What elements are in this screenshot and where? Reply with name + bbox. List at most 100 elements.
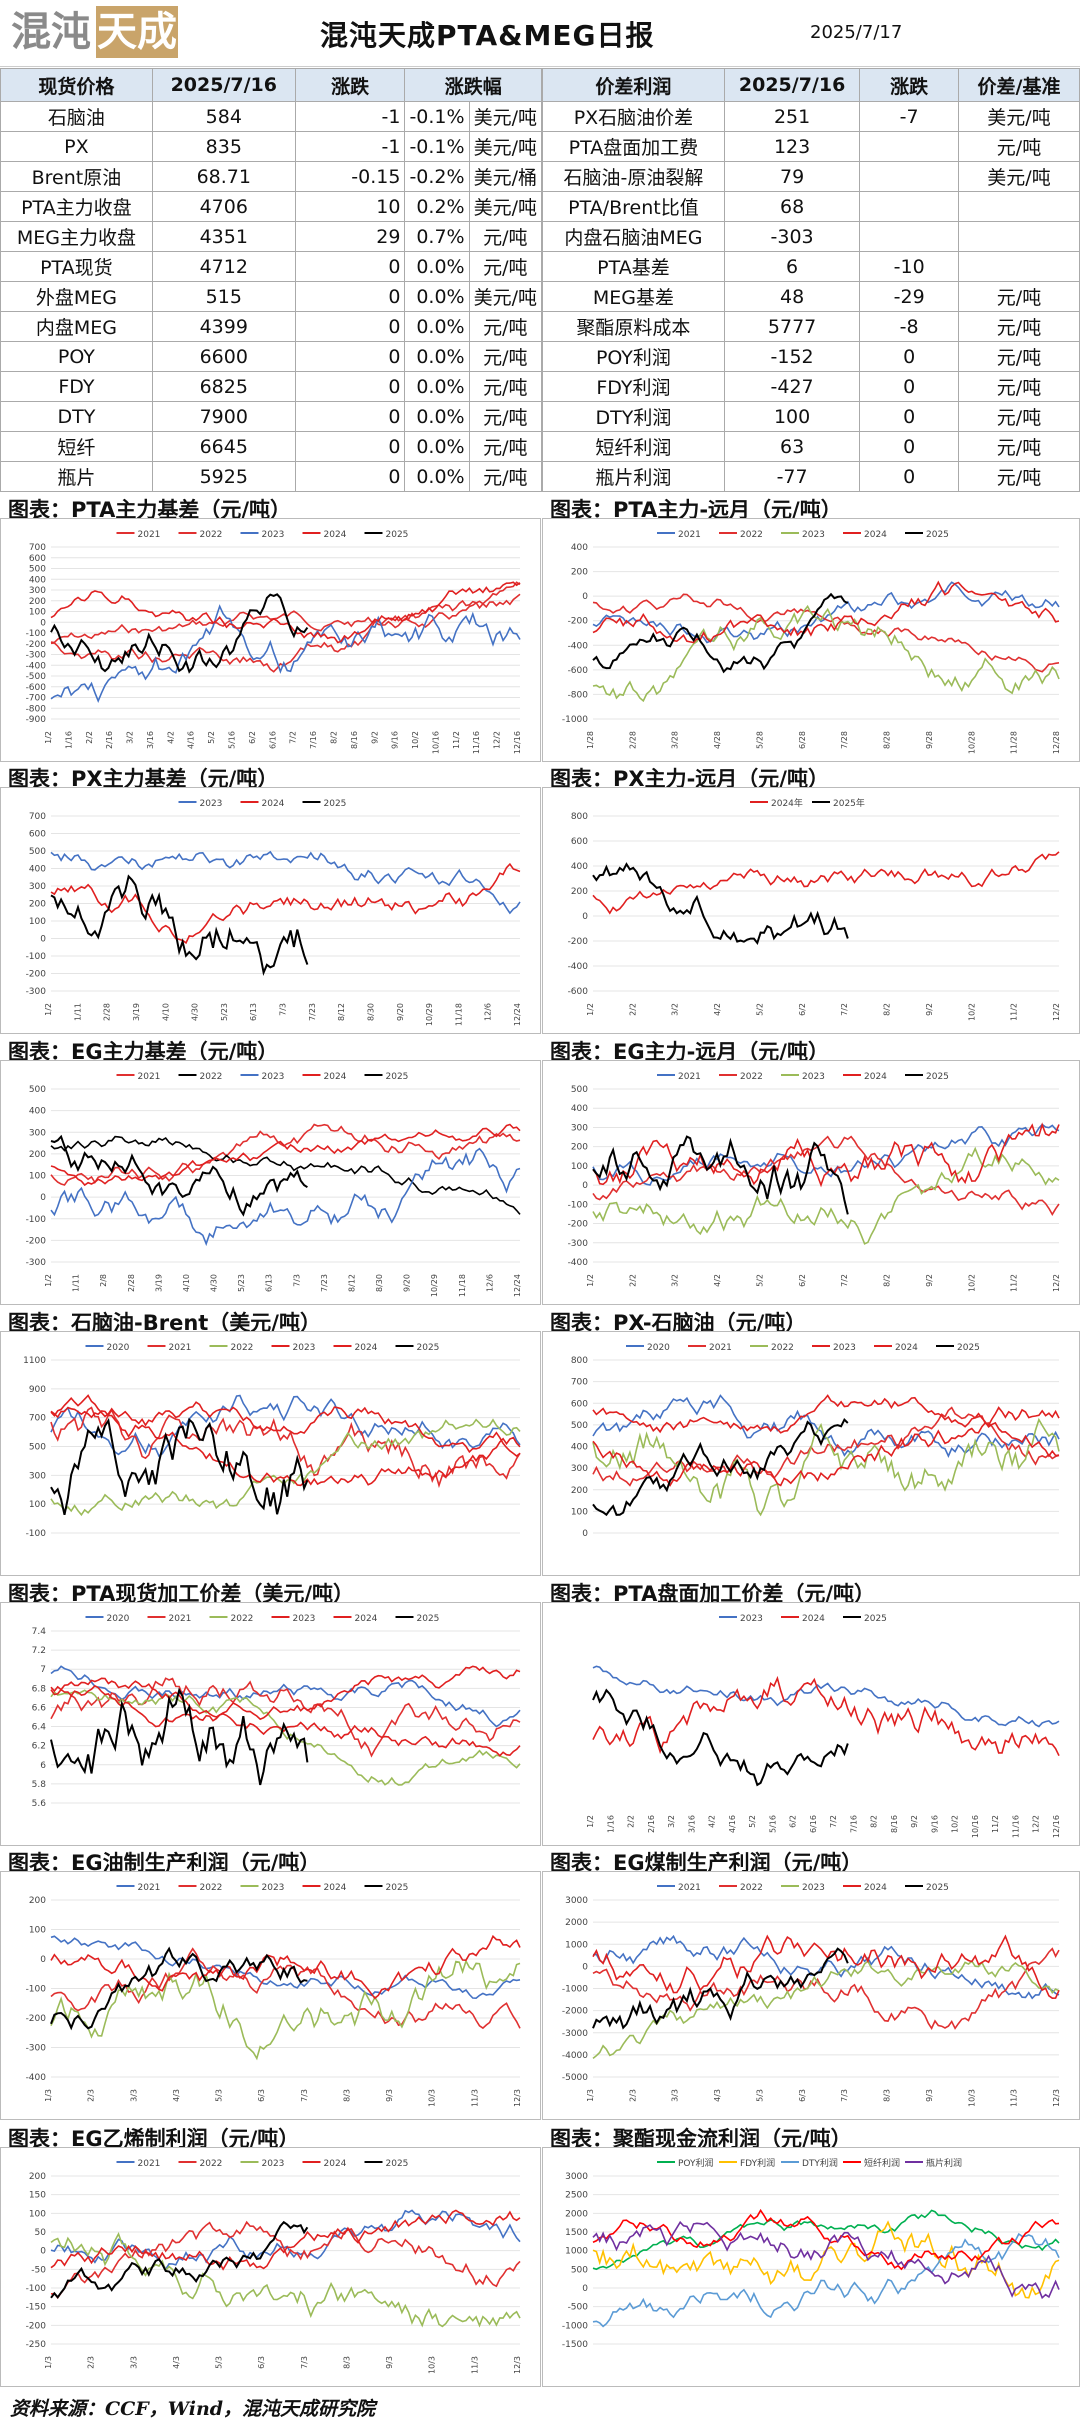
x-tick-label: 6/3 — [257, 2356, 266, 2369]
series-line — [592, 1934, 1060, 2000]
y-tick-label: 7.2 — [32, 1646, 46, 1656]
legend-label: 2022 — [740, 1883, 763, 1893]
x-tick-label: 5/23 — [220, 1003, 229, 1021]
y-tick-label: 300 — [29, 882, 46, 892]
legend-label: 2023 — [802, 1072, 825, 1082]
x-tick-label: 7/3 — [292, 1274, 301, 1287]
x-tick-label: 8/30 — [366, 1003, 375, 1021]
spot-row: FDY 6825 0 0.0% 元/吨 — [0, 371, 543, 402]
x-tick-label: 3/28 — [671, 731, 680, 749]
x-tick-label: 12/28 — [1052, 731, 1061, 754]
x-tick-label: 3/3 — [129, 2089, 138, 2102]
x-tick-label: 4/2 — [708, 1815, 717, 1828]
y-tick-label: -200 — [26, 2014, 47, 2024]
legend-label: 2025 — [386, 1072, 409, 1082]
y-tick-label: -100 — [26, 1215, 47, 1225]
spot-cell: 0 — [294, 461, 406, 492]
chart-panel: 2023 2024 2025 700 600 500 400 300 200 100 0 -100 -2… — [0, 787, 541, 1034]
y-tick-label: 1100 — [23, 1356, 46, 1366]
legend-label: 2025 — [417, 1343, 440, 1353]
spot-cell: 4399 — [151, 311, 296, 342]
y-tick-label: -200 — [568, 1220, 589, 1230]
legend-label: 2025 — [926, 1072, 949, 1082]
x-tick-label: 5/3 — [215, 2089, 224, 2102]
spread-cell: -77 — [723, 461, 861, 492]
spot-row: Brent原油 68.71 -0.15 -0.2% 美元/桶 — [0, 161, 543, 192]
y-tick-label: 100 — [571, 1162, 588, 1172]
spot-cell: 内盘MEG — [0, 311, 153, 342]
x-tick-label: 11/16 — [1011, 1815, 1020, 1838]
series-line — [592, 2220, 1060, 2300]
x-tick-label: 10/29 — [430, 1274, 439, 1297]
spot-cell: 美元/桶 — [468, 161, 543, 192]
legend-label: 2022 — [200, 2159, 223, 2169]
chart-svg: 2020 2021 2022 2023 2024 2025 1100 900 700 500 300… — [23, 1343, 521, 1539]
y-tick-label: 0 — [582, 1962, 588, 1972]
spread-cell: 元/吨 — [958, 341, 1080, 372]
spread-row: 瓶片利润 -77 0 元/吨 — [542, 461, 1080, 492]
y-tick-label: -250 — [26, 2340, 47, 2350]
spot-header-2: 涨跌 — [294, 68, 406, 102]
legend-label: 2024 — [355, 1614, 378, 1624]
series-line — [592, 1135, 1060, 1216]
x-tick-label: 2/28 — [103, 1003, 112, 1021]
x-tick-label: 11/28 — [1010, 731, 1019, 754]
x-tick-label: 8/2 — [329, 731, 338, 744]
x-tick-label: 2/2 — [627, 1815, 636, 1828]
x-tick-label: 1/3 — [44, 2356, 53, 2369]
y-tick-label: -100 — [26, 952, 47, 962]
chart-panel: 2020 2021 2022 2023 2024 2025 1100 900 700 500 300… — [0, 1331, 541, 1576]
y-tick-label: -600 — [26, 683, 47, 693]
spot-cell: 0.0% — [404, 341, 470, 372]
y-tick-label: 400 — [571, 862, 588, 872]
chart-panel: 2020 2021 2022 2023 2024 2025 7.4 7.2 7 6.8 6.6 6.4… — [0, 1602, 541, 1846]
legend-label: 2024 — [802, 1614, 825, 1624]
y-tick-label: -900 — [26, 715, 47, 725]
legend-label: 2025 — [386, 530, 409, 540]
x-tick-label: 8/28 — [883, 731, 892, 749]
x-tick-label: 5/2 — [207, 731, 216, 744]
spot-cell: 0.0% — [404, 461, 470, 492]
x-tick-label: 3/2 — [667, 1815, 676, 1828]
legend-label: 2023 — [293, 1343, 316, 1353]
y-tick-label: 200 — [571, 1486, 588, 1496]
y-tick-label: 0 — [40, 618, 46, 628]
y-tick-label: -600 — [568, 987, 589, 997]
chart-svg: 2021 2022 2023 2024 2025 3000 2000 1000 0 -1000 -2… — [562, 1883, 1061, 2107]
x-tick-label: 5/16 — [768, 1815, 777, 1833]
y-tick-label: 200 — [29, 1896, 46, 1906]
x-tick-label: 3/3 — [671, 2089, 680, 2102]
y-tick-label: -200 — [26, 1236, 47, 1246]
y-tick-label: 400 — [29, 575, 46, 585]
y-tick-label: 0 — [40, 2247, 46, 2257]
series-line — [592, 1947, 849, 2030]
x-tick-label: 4/3 — [172, 2356, 181, 2369]
spot-cell: 瓶片 — [0, 461, 153, 492]
series-line — [592, 2209, 1060, 2271]
x-tick-label: 6/13 — [249, 1003, 258, 1021]
x-tick-label: 10/3 — [967, 2089, 976, 2107]
y-tick-label: 6.6 — [32, 1703, 47, 1713]
x-tick-label: 2/16 — [105, 731, 114, 749]
x-tick-label: 1/2 — [586, 1274, 595, 1287]
spread-row: DTY利润 100 0 元/吨 — [542, 401, 1080, 432]
y-tick-label: 300 — [571, 1464, 588, 1474]
chart-svg: 2021 2022 2023 2024 2025 500 400 300 200 100 0 -100… — [26, 1072, 522, 1297]
spread-row: MEG基差 48 -29 元/吨 — [542, 281, 1080, 312]
spot-cell: 石脑油 — [0, 101, 153, 132]
spot-cell: PTA主力收盘 — [0, 191, 153, 222]
spot-cell: Brent原油 — [0, 161, 153, 192]
legend-label: 2025 — [957, 1343, 980, 1353]
x-tick-label: 9/16 — [930, 1815, 939, 1833]
y-tick-label: 100 — [29, 1500, 46, 1510]
spread-header-0: 价差利润 — [542, 68, 725, 102]
spot-cell: 7900 — [151, 401, 296, 432]
spot-cell: 0 — [294, 401, 406, 432]
y-tick-label: 0 — [582, 2284, 588, 2294]
x-tick-label: 7/3 — [840, 2089, 849, 2102]
x-tick-label: 7/3 — [279, 1003, 288, 1016]
spot-cell: 0.2% — [404, 191, 470, 222]
series-line — [50, 1665, 521, 1728]
x-tick-label: 9/20 — [396, 1003, 405, 1021]
legend-label: 2024 — [864, 1072, 887, 1082]
